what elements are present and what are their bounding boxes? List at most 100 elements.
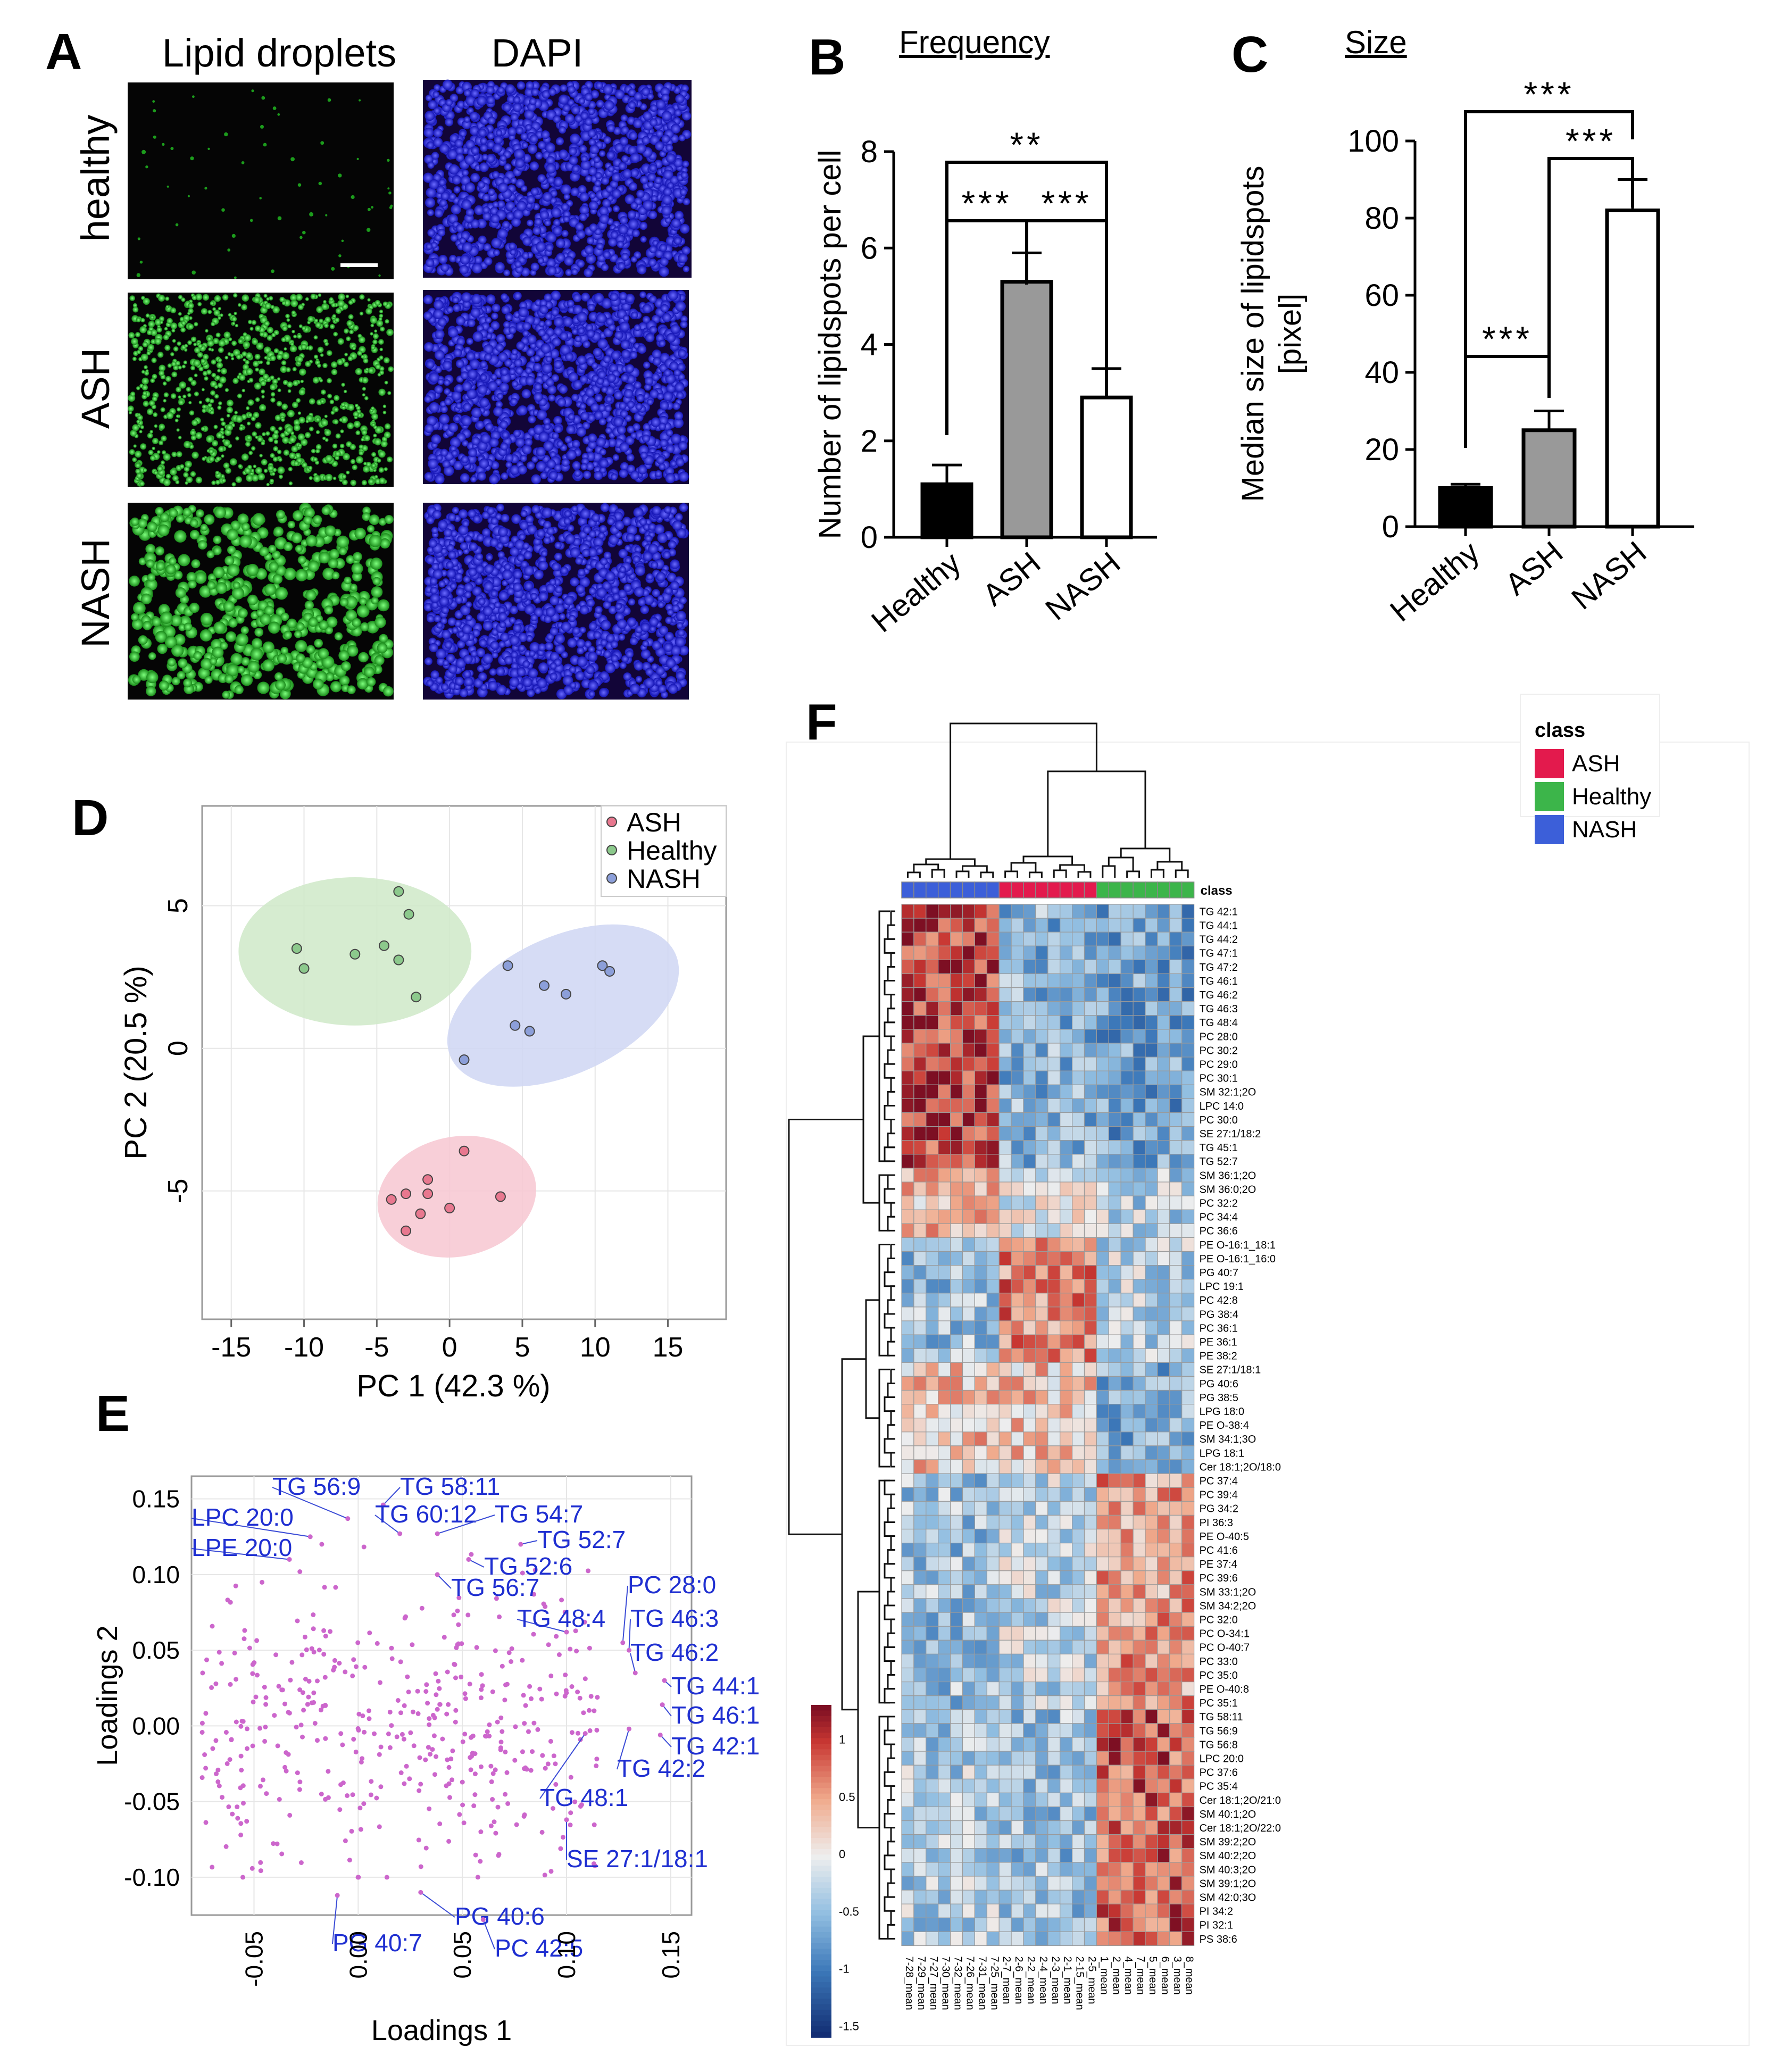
nucleus: [568, 306, 575, 314]
nucleus: [676, 457, 685, 467]
lipid-droplet: [298, 388, 306, 396]
nucleus: [477, 384, 488, 395]
lipid-droplet: [234, 685, 244, 695]
lipid-droplet: [297, 433, 305, 441]
nucleus: [588, 690, 595, 697]
lipid-droplet: [291, 310, 296, 315]
lipid-droplet: [164, 327, 168, 331]
lipid-droplet: [340, 416, 348, 423]
nucleus: [651, 561, 659, 569]
lipid-droplet: [307, 345, 313, 351]
nucleus: [671, 434, 681, 444]
lipid-droplet: [342, 479, 348, 485]
nucleus: [510, 177, 517, 184]
nucleus: [631, 229, 640, 237]
lipid-droplet: [172, 475, 179, 481]
lipid-droplet: [181, 297, 186, 302]
nucleus: [439, 143, 450, 154]
nucleus: [452, 627, 459, 634]
nucleus: [625, 294, 635, 303]
lipid-droplet: [218, 401, 222, 405]
lipid-droplet: [178, 365, 182, 370]
nucleus: [470, 307, 481, 318]
nucleus: [651, 195, 658, 202]
nucleus: [482, 194, 490, 202]
nucleus: [490, 373, 497, 380]
nucleus: [589, 223, 598, 232]
lipid-droplet: [324, 438, 329, 442]
lipid-droplet: [319, 319, 323, 323]
nucleus: [623, 315, 630, 322]
nucleus: [679, 223, 690, 234]
row-label-ash: ASH: [73, 348, 118, 429]
lipid-droplet: [340, 402, 346, 407]
nucleus: [660, 87, 670, 97]
lipid-droplet: [213, 621, 226, 634]
nucleus: [618, 162, 627, 170]
nucleus: [652, 640, 662, 650]
nucleus: [489, 668, 497, 676]
nucleus: [542, 192, 553, 202]
nucleus: [534, 392, 543, 402]
nucleus: [570, 187, 579, 197]
lipid-droplet: [188, 580, 197, 589]
nucleus: [471, 146, 479, 155]
nucleus: [682, 198, 690, 205]
lipid-droplet: [264, 356, 268, 360]
lipid-droplet: [329, 297, 334, 302]
lipid-droplet: [217, 382, 223, 388]
lipid-droplet: [346, 336, 351, 342]
lipid-droplet: [214, 295, 221, 302]
lipid-droplet: [186, 387, 191, 392]
nucleus: [604, 100, 614, 111]
lipid-droplet: [186, 572, 197, 583]
nucleus: [497, 542, 504, 549]
nucleus: [476, 553, 483, 561]
lipid-droplet: [371, 452, 377, 457]
lipid-droplet: [182, 394, 187, 398]
lipid-droplet: [184, 440, 191, 448]
nucleus: [486, 96, 495, 105]
nucleus: [554, 425, 562, 434]
lipid-droplet: [309, 426, 314, 431]
lipid-droplet: [183, 678, 193, 688]
lipid-droplet: [336, 535, 349, 548]
lipid-droplet: [290, 157, 295, 162]
lipid-droplet: [242, 294, 249, 302]
nucleus: [573, 305, 583, 315]
lipid-droplet: [280, 365, 287, 373]
nucleus: [517, 405, 528, 415]
lipid-droplet: [374, 300, 381, 306]
nucleus: [555, 585, 563, 594]
nucleus: [604, 405, 612, 412]
lipid-droplet: [280, 432, 286, 438]
lipid-droplet: [226, 631, 237, 642]
nucleus: [511, 217, 521, 227]
lipid-droplet: [164, 636, 177, 648]
nucleus: [520, 185, 528, 192]
nucleus: [681, 246, 690, 255]
nucleus: [636, 189, 645, 198]
nucleus: [559, 385, 568, 394]
lipid-droplet: [253, 412, 260, 418]
lipid-droplet: [313, 678, 324, 690]
lipid-droplet: [138, 346, 144, 351]
nucleus: [678, 134, 686, 142]
nucleus: [579, 375, 588, 384]
nucleus: [628, 101, 636, 109]
lipid-droplet: [352, 346, 356, 351]
lipid-droplet: [155, 561, 165, 571]
lipid-droplet: [302, 326, 306, 331]
nucleus: [450, 234, 459, 242]
nucleus: [530, 187, 539, 196]
nucleus: [613, 127, 621, 135]
lipid-droplet: [307, 315, 314, 322]
nucleus: [509, 617, 516, 624]
nucleus: [679, 596, 687, 604]
nucleus: [556, 440, 564, 448]
lipid-droplet: [224, 555, 235, 565]
lipid-droplet: [189, 519, 198, 527]
nucleus: [619, 292, 628, 301]
nucleus: [469, 359, 480, 370]
nucleus: [539, 305, 548, 314]
